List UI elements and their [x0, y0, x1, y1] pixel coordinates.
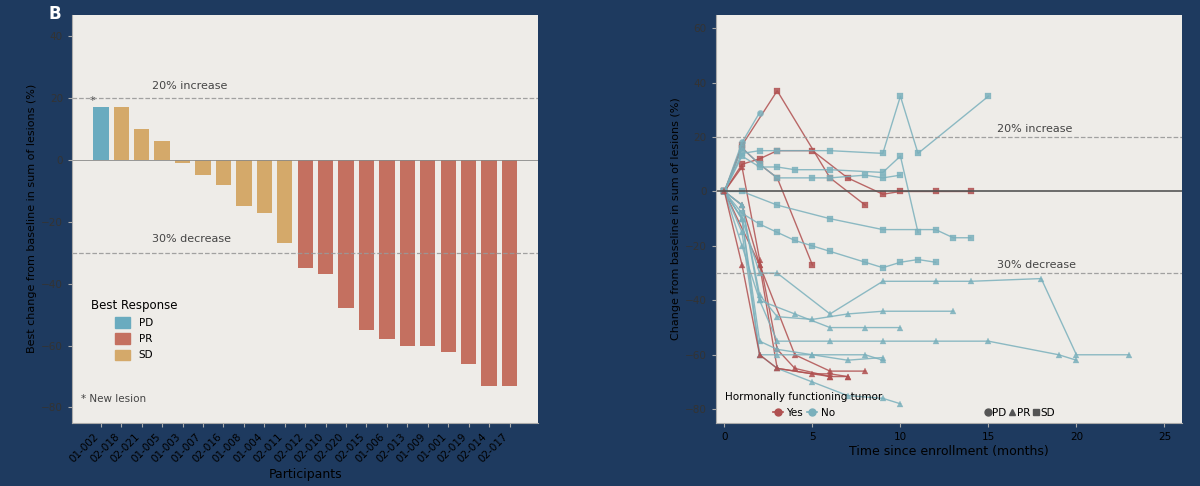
Bar	[175, 160, 191, 163]
Bar	[134, 129, 149, 160]
Y-axis label: Change from baseline in sum of lesions (%): Change from baseline in sum of lesions (…	[671, 97, 680, 340]
Bar	[216, 160, 232, 185]
Legend: PD, PR, SD: PD, PR, SD	[86, 295, 181, 364]
Bar	[94, 107, 108, 160]
X-axis label: Time since enrollment (months): Time since enrollment (months)	[848, 445, 1049, 458]
Bar	[440, 160, 456, 352]
Bar	[461, 160, 476, 364]
Bar	[481, 160, 497, 386]
Bar	[502, 160, 517, 386]
Y-axis label: Best change from baseline in sum of lesions (%): Best change from baseline in sum of lesi…	[26, 84, 37, 353]
Bar	[400, 160, 415, 346]
Text: 30% decrease: 30% decrease	[997, 260, 1076, 270]
Legend: PD, PR, SD: PD, PR, SD	[982, 403, 1060, 422]
Bar	[114, 107, 128, 160]
Text: 20% increase: 20% increase	[152, 81, 227, 91]
Bar	[318, 160, 334, 275]
Text: * New lesion: * New lesion	[82, 395, 146, 404]
Text: B: B	[48, 5, 61, 23]
Text: 30% decrease: 30% decrease	[152, 234, 230, 244]
Bar	[257, 160, 272, 212]
Bar	[338, 160, 354, 309]
Bar	[359, 160, 374, 330]
Bar	[379, 160, 395, 339]
Bar	[420, 160, 436, 346]
Bar	[155, 141, 170, 160]
Bar	[277, 160, 293, 243]
Bar	[196, 160, 211, 175]
Text: *: *	[90, 96, 96, 106]
X-axis label: Participants: Participants	[269, 468, 342, 481]
Bar	[298, 160, 313, 268]
Text: 20% increase: 20% increase	[997, 123, 1073, 134]
Bar	[236, 160, 252, 207]
